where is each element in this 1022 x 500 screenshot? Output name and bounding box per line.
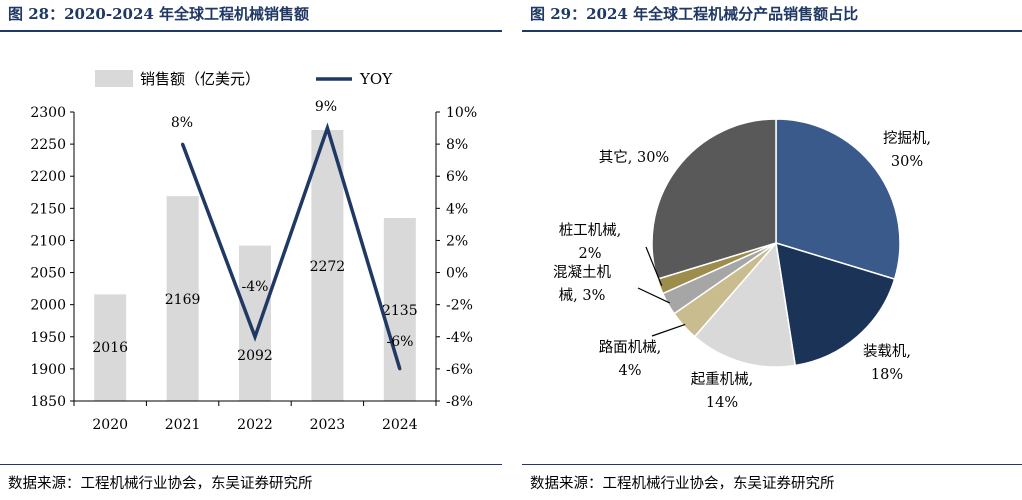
bar-2024 — [383, 217, 416, 401]
pie-label-混凝土机械: 械, 3% — [559, 287, 606, 304]
pie-label-挖掘机: 30% — [891, 154, 923, 170]
share-figure-source: 数据来源：工程机械行业协会，东吴证券研究所 — [530, 476, 835, 492]
y-tick-label: 2150 — [30, 201, 66, 217]
bar-value-label: 2169 — [165, 292, 201, 308]
y2-tick-label: 0% — [446, 266, 468, 282]
yoy-value-label: -6% — [387, 334, 414, 350]
sales-figure-panel: 图 28：2020-2024 年全球工程机械销售额 销售额（亿美元） YOY 185… — [0, 0, 502, 500]
yoy-point-2024 — [398, 367, 402, 371]
pie-slice-其它 — [651, 118, 777, 281]
yoy-value-label: -4% — [242, 279, 269, 295]
y2-tick-label: 6% — [446, 169, 468, 185]
y-tick-label: 2100 — [30, 233, 66, 249]
yoy-value-label: 8% — [171, 115, 193, 131]
y-tick-label: 2000 — [30, 298, 66, 314]
yoy-line — [180, 122, 402, 370]
y2-tick-label: 4% — [446, 201, 468, 217]
bar-value-label: 2272 — [310, 259, 346, 275]
yoy-value-label: 9% — [315, 99, 337, 115]
y-tick-label: 2300 — [30, 105, 66, 121]
x-tick-label: 2021 — [165, 417, 201, 433]
pie-slice-装载机 — [775, 241, 896, 367]
x-tick-label: 2022 — [237, 417, 273, 433]
sales-figure-title: 图 28：2020-2024 年全球工程机械销售额 — [8, 5, 310, 23]
pie-label-装载机: 18% — [871, 367, 903, 383]
pie-label-起重机械: 起重机械, — [691, 371, 754, 388]
legend-bar-swatch — [95, 70, 133, 87]
y-tick-label: 2050 — [30, 266, 66, 282]
pie-slice-挖掘机 — [775, 118, 901, 281]
pie-label-桩工机械: 2% — [578, 246, 601, 262]
y2-tick-label: -6% — [446, 362, 473, 378]
x-tick-label: 2024 — [382, 417, 418, 433]
pie-leader-line — [651, 323, 686, 337]
bar-value-label: 2016 — [92, 340, 128, 356]
share-figure-title: 图 29：2024 年全球工程机械分产品销售额占比 — [530, 5, 859, 23]
source-rule — [522, 464, 1022, 465]
pie-label-其它: 其它, 30% — [599, 148, 669, 166]
pie-leader-line — [645, 246, 663, 286]
bar-value-label: 2135 — [382, 303, 418, 319]
legend-line-label: YOY — [359, 70, 393, 88]
source-rule — [0, 464, 502, 465]
y-tick-label: 1850 — [30, 394, 66, 410]
y2-tick-label: -2% — [446, 298, 473, 314]
pie-leader-line — [637, 287, 670, 304]
sales-figure-source: 数据来源：工程机械行业协会，东吴证券研究所 — [8, 476, 313, 492]
pie-label-桩工机械: 桩工机械, — [559, 222, 622, 239]
y-tick-label: 2200 — [30, 169, 66, 185]
pie-label-起重机械: 14% — [706, 395, 738, 411]
yoy-point-2023 — [325, 126, 329, 130]
legend-bar-label: 销售额（亿美元） — [140, 70, 260, 88]
yoy-point-2021 — [181, 142, 185, 146]
sales-combo-chart: 销售额（亿美元） YOY 1850 1900 1950 2000 2050 2100 2150 2… — [30, 70, 477, 433]
x-tick-label: 2020 — [92, 417, 128, 433]
y-tick-label: 1900 — [30, 362, 66, 378]
share-figure-panel: 图 29：2024 年全球工程机械分产品销售额占比 挖掘机, 30% 装载机, 18%… — [522, 0, 1022, 500]
bar-2021 — [166, 196, 199, 401]
x-tick-label: 2023 — [310, 417, 346, 433]
y2-tick-label: 8% — [446, 137, 468, 153]
bar-2022 — [239, 245, 271, 401]
bar-2023 — [311, 129, 344, 401]
yoy-point-2022 — [253, 335, 257, 339]
pie-label-路面机械: 路面机械, — [599, 339, 662, 356]
pie-label-混凝土机械: 混凝土机 — [553, 264, 611, 281]
y-tick-label: 2250 — [30, 137, 66, 153]
bar-2020 — [94, 294, 127, 401]
pie-label-装载机: 装载机, — [863, 343, 911, 360]
y2-tick-label: -4% — [446, 330, 473, 346]
y2-tick-label: 2% — [446, 233, 468, 249]
y2-tick-label: 10% — [446, 105, 477, 121]
title-rule — [522, 30, 1022, 32]
pie-label-挖掘机: 挖掘机, — [883, 130, 931, 147]
bar-value-label: 2092 — [237, 348, 273, 364]
y-tick-label: 1950 — [30, 330, 66, 346]
pie-label-路面机械: 4% — [618, 363, 641, 379]
y2-tick-label: -8% — [446, 394, 473, 410]
pie-slice-起重机械 — [693, 241, 797, 368]
title-rule — [0, 30, 502, 32]
